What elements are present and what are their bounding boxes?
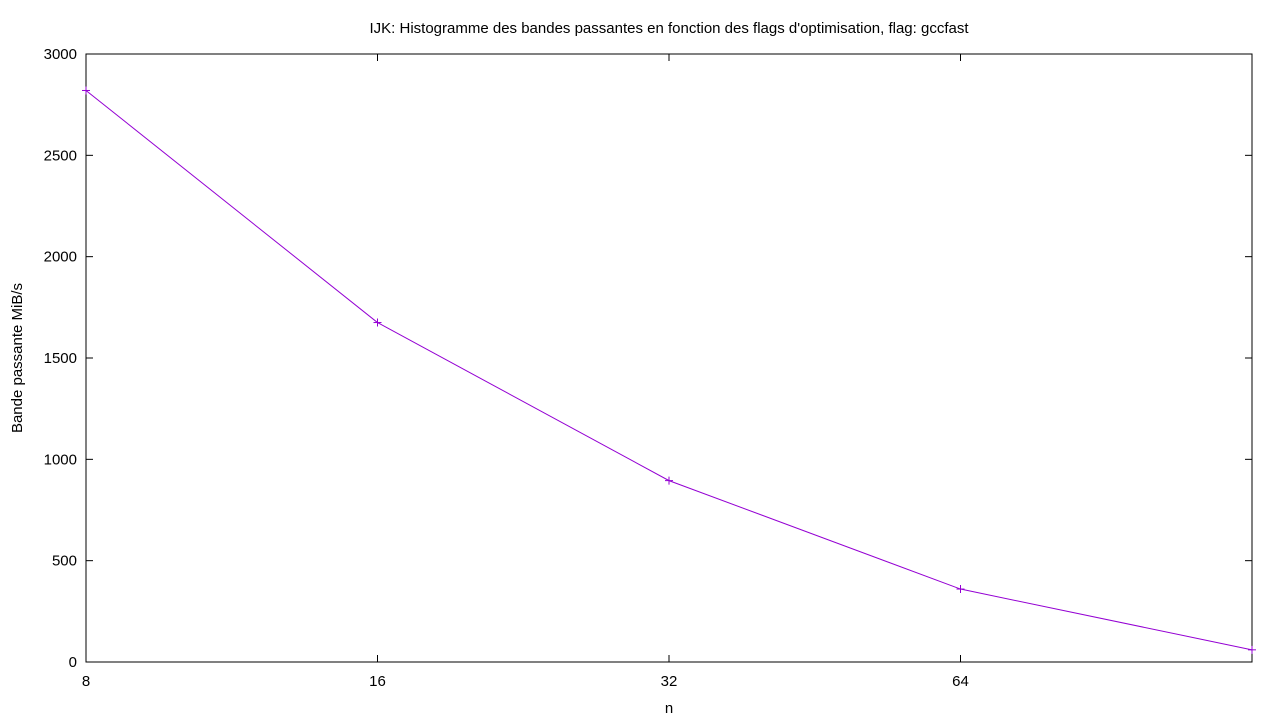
x-axis-label: n [665, 700, 673, 717]
y-tick-label: 1500 [44, 350, 77, 367]
y-tick-label: 500 [52, 553, 77, 570]
chart-title: IJK: Histogramme des bandes passantes en… [369, 20, 969, 37]
x-tick-label: 32 [661, 673, 678, 690]
x-tick-label: 64 [952, 673, 969, 690]
data-point-marker [82, 86, 90, 95]
data-point-marker [956, 585, 965, 594]
data-point-marker [665, 476, 673, 485]
ticks-layer: 0 500 1000 1500 2000 2500 3000 8 16 32 64 [44, 46, 1252, 690]
plot-area-frame [85, 53, 1253, 663]
series-layer [82, 86, 1256, 654]
data-point-marker [1248, 645, 1256, 654]
y-axis-label: Bande passante MiB/s [9, 283, 26, 433]
y-tick-label: 2500 [44, 147, 77, 164]
y-tick-label: 2000 [44, 249, 77, 266]
y-tick-label: 0 [69, 654, 77, 671]
x-tick-label: 8 [82, 673, 90, 690]
series-line [85, 90, 1253, 651]
y-tick-label: 3000 [44, 46, 77, 63]
y-tick-label: 1000 [44, 451, 77, 468]
x-tick-label: 16 [369, 673, 386, 690]
data-point-marker [373, 318, 382, 327]
